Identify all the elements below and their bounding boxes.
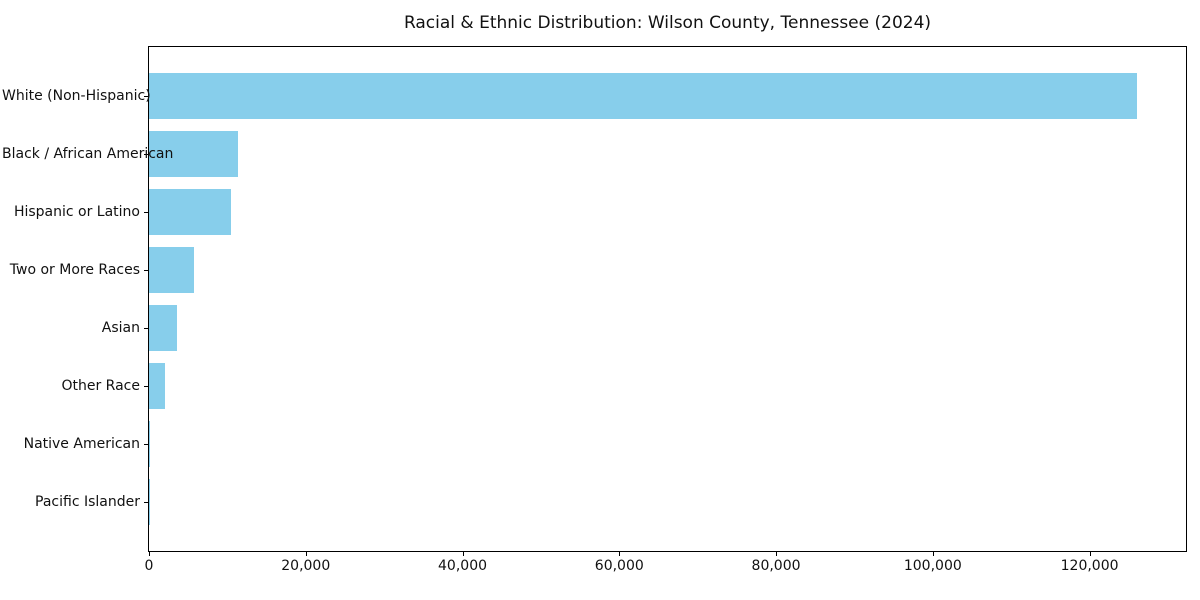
- chart-title: Racial & Ethnic Distribution: Wilson Cou…: [403, 13, 932, 33]
- y-tick-label: Black / African American: [2, 146, 174, 163]
- y-tick-label: Hispanic or Latino: [13, 204, 140, 221]
- x-tick-label: 0: [144, 558, 154, 574]
- x-tick-mark: [619, 552, 620, 556]
- bar-native-american: [149, 420, 150, 467]
- y-tick-label: Other Race: [61, 377, 140, 394]
- y-tick-mark: [144, 96, 148, 97]
- x-tick-mark: [306, 552, 307, 556]
- y-tick-label: Asian: [101, 319, 140, 336]
- x-tick-mark: [933, 552, 934, 556]
- y-tick-mark: [144, 270, 148, 271]
- y-tick-label: Native American: [23, 435, 140, 452]
- y-tick-mark: [144, 328, 148, 329]
- x-tick-label: 120,000: [1060, 558, 1119, 574]
- y-tick-mark: [144, 386, 148, 387]
- bar-other-race: [149, 362, 165, 410]
- x-tick-label: 100,000: [903, 558, 962, 574]
- y-tick-mark: [144, 212, 148, 213]
- x-tick-label: 60,000: [594, 558, 644, 574]
- bar-black-african-american: [149, 131, 238, 178]
- y-tick-label: Two or More Races: [9, 262, 140, 279]
- y-tick-mark: [144, 444, 148, 445]
- bar-hispanic-or-latino: [149, 188, 231, 236]
- y-tick-mark: [144, 154, 148, 155]
- y-tick-mark: [144, 502, 148, 503]
- bar-asian: [149, 304, 178, 352]
- y-tick-label: Pacific Islander: [35, 493, 140, 510]
- x-tick-mark: [776, 552, 777, 556]
- x-tick-mark: [1090, 552, 1091, 556]
- x-tick-label: 20,000: [281, 558, 331, 574]
- x-tick-label: 40,000: [438, 558, 488, 574]
- bar-two-or-more-races: [149, 246, 194, 294]
- plot-area: [148, 46, 1187, 552]
- x-tick-mark: [149, 552, 150, 556]
- x-tick-label: 80,000: [751, 558, 801, 574]
- y-tick-label: White (Non-Hispanic): [2, 88, 151, 105]
- x-tick-mark: [463, 552, 464, 556]
- bar-white-non-hispanic: [149, 73, 1137, 120]
